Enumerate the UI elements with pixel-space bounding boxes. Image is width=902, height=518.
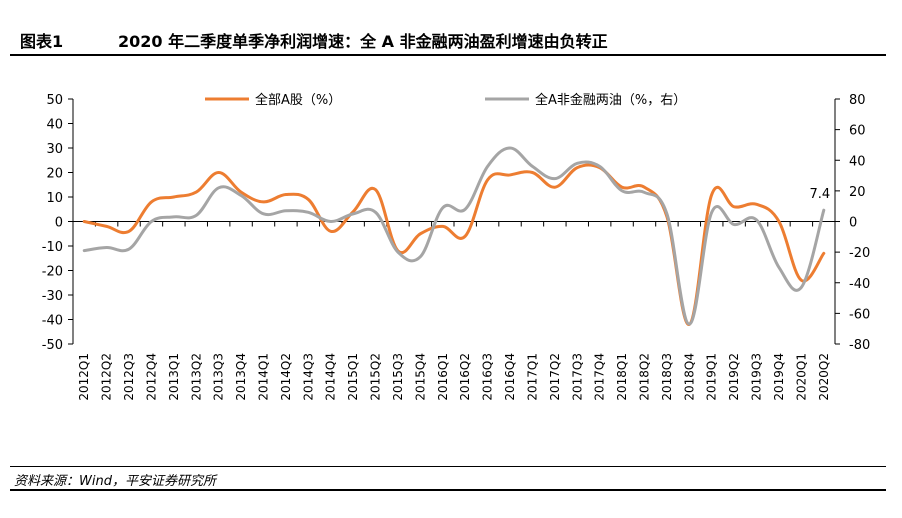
title-bar: 图表1 2020 年二季度单季净利润增速：全 A 非金融两油盈利增速由负转正 — [10, 26, 886, 56]
x-tick-label: 2020Q1 — [794, 353, 808, 401]
x-tick-label: 2014Q4 — [324, 353, 338, 401]
x-tick-label: 2018Q2 — [638, 353, 652, 401]
right-tick-label: -20 — [849, 246, 870, 261]
legend: 全部A股（%） 全A非金融两油（%，右） — [205, 92, 686, 108]
x-tick-label: 2012Q1 — [77, 353, 91, 401]
x-axis: 2012Q1 2012Q2 2012Q3 2012Q4 2013Q1 2013Q2 2013… — [72, 221, 836, 401]
series-lines — [82, 146, 826, 326]
left-y-axis: 50 40 30 20 10 0 -10 -20 -30 -40 -50 — [42, 93, 74, 353]
source-note: 资料来源：Wind，平安证券研究所 — [14, 474, 216, 489]
figure-label: 图表1 — [20, 32, 64, 51]
chart-title: 2020 年二季度单季净利润增速：全 A 非金融两油盈利增速由负转正 — [118, 32, 608, 51]
data-label: 7.4 — [809, 187, 830, 202]
x-tick-label: 2019Q2 — [727, 353, 741, 401]
right-tick-label: 20 — [849, 185, 866, 200]
legend-label-1: 全部A股（%） — [255, 92, 341, 108]
right-tick-label: -80 — [849, 338, 870, 353]
left-tick-label: -20 — [42, 265, 63, 280]
x-tick-label: 2016Q1 — [436, 353, 450, 401]
x-tick-label: 2020Q2 — [817, 353, 831, 401]
right-y-axis: 80 60 40 20 0 -20 -40 -60 -80 — [834, 93, 870, 353]
right-tick-label: -40 — [849, 277, 870, 292]
x-tick-label: 2014Q2 — [279, 353, 293, 401]
x-tick-label: 2016Q4 — [503, 353, 517, 401]
x-tick-label: 2017Q3 — [570, 353, 584, 401]
x-tick-label: 2014Q1 — [257, 353, 271, 401]
left-tick-label: -10 — [42, 240, 63, 255]
left-tick-label: 30 — [46, 142, 63, 157]
left-tick-label: 40 — [46, 118, 63, 133]
x-tick-label: 2013Q1 — [167, 353, 181, 401]
right-tick-label: 40 — [849, 154, 866, 169]
right-tick-label: 60 — [849, 124, 866, 139]
x-tick-label: 2016Q3 — [481, 353, 495, 401]
legend-label-2: 全A非金融两油（%，右） — [535, 92, 686, 108]
x-tick-label: 2018Q1 — [615, 353, 629, 401]
left-tick-label: 50 — [46, 93, 63, 108]
x-tick-label: 2015Q2 — [369, 353, 383, 401]
left-tick-label: 10 — [46, 191, 63, 206]
x-tick-label: 2014Q3 — [301, 353, 315, 401]
x-tick-label: 2012Q3 — [122, 353, 136, 401]
x-tick-label: 2013Q4 — [234, 353, 248, 401]
x-tick-label: 2018Q3 — [660, 353, 674, 401]
annotations: 7.4 — [809, 187, 830, 202]
x-tick-label: 2015Q1 — [346, 353, 360, 401]
right-tick-label: -60 — [849, 307, 870, 322]
x-tick-label: 2019Q3 — [750, 353, 764, 401]
right-tick-label: 0 — [849, 216, 857, 231]
x-tick-label: 2012Q2 — [100, 353, 114, 401]
series-line-1 — [82, 163, 826, 326]
x-tick-label: 2015Q3 — [391, 353, 405, 401]
x-tick-label: 2013Q2 — [189, 353, 203, 401]
left-tick-label: -40 — [42, 314, 63, 329]
x-tick-label: 2013Q3 — [212, 353, 226, 401]
x-tick-label: 2019Q4 — [772, 353, 786, 401]
left-tick-label: -30 — [42, 289, 63, 304]
left-tick-label: 20 — [46, 167, 63, 182]
x-tick-label: 2012Q4 — [144, 353, 158, 401]
x-tick-label: 2017Q4 — [593, 353, 607, 401]
left-tick-label: -50 — [42, 338, 63, 353]
series-line-2 — [82, 146, 826, 326]
x-tick-label: 2015Q4 — [413, 353, 427, 401]
x-tick-label: 2017Q2 — [548, 353, 562, 401]
x-tick-label: 2019Q1 — [705, 353, 719, 401]
x-tick-label: 2016Q2 — [458, 353, 472, 401]
x-tick-label: 2018Q4 — [682, 353, 696, 401]
x-tick-label: 2017Q1 — [525, 353, 539, 401]
left-tick-label: 0 — [55, 216, 63, 231]
right-tick-label: 80 — [849, 93, 866, 108]
source-bar: 资料来源：Wind，平安证券研究所 — [10, 466, 886, 491]
